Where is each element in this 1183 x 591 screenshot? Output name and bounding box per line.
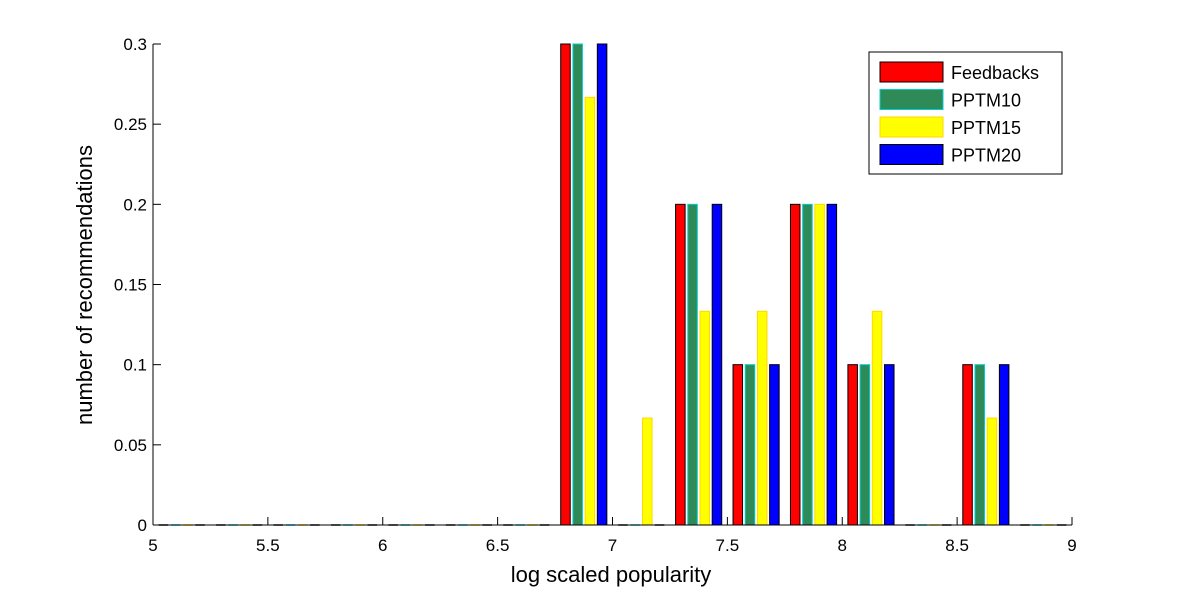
x-tick-label-1: 5.5	[256, 536, 280, 555]
x-tick-label-2: 6	[378, 536, 387, 555]
bar-pptm10-12	[859, 364, 871, 526]
bar-pptm15-12	[871, 310, 883, 526]
x-axis-title: log scaled popularity	[511, 562, 712, 587]
legend-swatch-pptm10	[879, 89, 944, 110]
x-tick-label-0: 5	[148, 536, 157, 555]
bar-pptm20-12	[884, 364, 895, 526]
bar-pptm15-9	[699, 310, 711, 526]
bar-feedbacks-10	[732, 364, 744, 526]
legend-label-pptm10: PPTM10	[951, 91, 1021, 111]
y-tick-label-0: 0	[138, 516, 147, 535]
x-tick-label-8: 9	[1067, 536, 1076, 555]
bar-pptm10-7	[572, 43, 583, 526]
x-tick-label-6: 8	[838, 536, 847, 555]
y-tick-label-3: 0.15	[114, 276, 147, 295]
x-tick-label-7: 8.5	[945, 536, 969, 555]
legend-swatch-pptm20	[879, 144, 944, 165]
axes-layer: 5 5.5 6 6.5 7 7.5 8 8.5 9 0 0.05 0.1 0.15 0.2 0.25 0.3	[114, 35, 1077, 555]
legend-label-pptm20: PPTM20	[951, 146, 1021, 166]
bar-pptm10-11	[802, 203, 813, 526]
x-tick-label-5: 7.5	[716, 536, 740, 555]
legend-swatch-feedbacks	[879, 61, 944, 83]
bar-feedbacks-14	[962, 364, 973, 526]
bar-feedbacks-7	[560, 43, 571, 526]
legend-swatch-pptm15	[879, 116, 944, 138]
legend: Feedbacks PPTM10 PPTM15 PPTM20	[868, 51, 1063, 175]
bar-pptm20-7	[596, 43, 608, 526]
bar-pptm15-10	[756, 310, 768, 526]
y-tick-label-1: 0.05	[114, 436, 147, 455]
bar-pptm15-14	[986, 417, 998, 526]
bar-pptm15-8	[642, 417, 653, 526]
legend-label-feedbacks: Feedbacks	[951, 63, 1039, 83]
bar-pptm15-11	[814, 203, 825, 526]
x-tick-label-3: 6.5	[486, 536, 510, 555]
bar-pptm20-14	[998, 364, 1010, 526]
legend-label-pptm15: PPTM15	[951, 118, 1021, 138]
bars-layer	[158, 43, 1067, 526]
bar-pptm20-11	[826, 203, 838, 526]
y-tick-label-4: 0.2	[123, 195, 147, 214]
y-tick-label-2: 0.1	[123, 356, 147, 375]
y-axis-title: number of recommendations	[72, 145, 97, 425]
bar-feedbacks-12	[847, 364, 858, 526]
bar-feedbacks-9	[675, 203, 686, 526]
bar-feedbacks-11	[789, 203, 801, 526]
y-tick-label-5: 0.25	[114, 115, 147, 134]
bar-pptm20-9	[711, 203, 723, 526]
bar-pptm10-14	[974, 364, 985, 526]
bar-pptm10-9	[687, 203, 698, 526]
x-tick-label-4: 7	[608, 536, 617, 555]
bar-pptm15-7	[584, 96, 596, 526]
y-tick-label-6: 0.3	[123, 35, 147, 54]
bar-pptm10-10	[744, 364, 756, 526]
bar-pptm20-10	[769, 364, 780, 526]
